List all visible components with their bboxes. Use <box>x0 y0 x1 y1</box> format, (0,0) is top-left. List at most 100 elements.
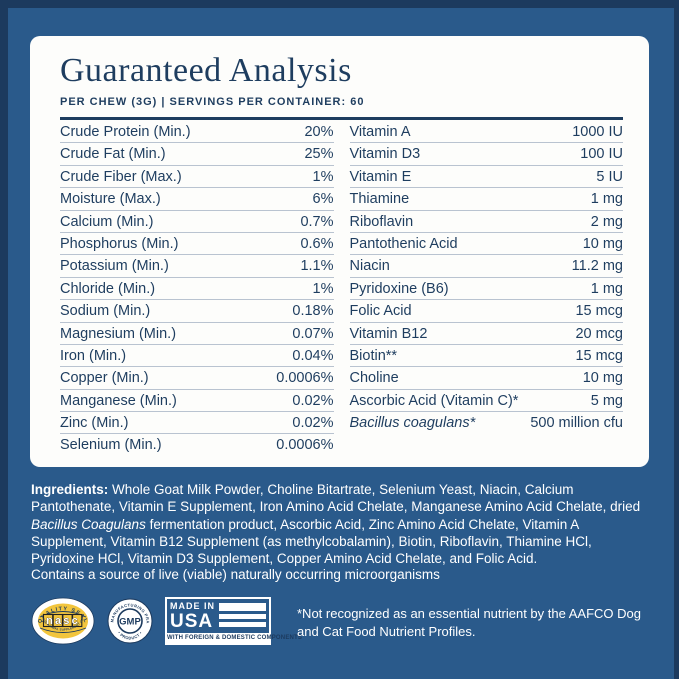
gmp-seal-icon: GOOD MANUFACTURING PRACTICE • PRODUCT • … <box>107 598 153 644</box>
nutrient-value: 15 mcg <box>575 347 623 364</box>
serving-info: PER CHEW (3G) | SERVINGS PER CONTAINER: … <box>60 96 365 108</box>
nutrient-value: 1 mg <box>590 191 623 208</box>
nutrient-label: Copper (Min.) <box>60 370 149 387</box>
nutrient-label: Choline <box>349 370 399 387</box>
nutrient-label: Pantothenic Acid <box>349 235 458 252</box>
nutrient-label: Calcium (Min.) <box>60 213 154 230</box>
table-row: Niacin 11.2 mg <box>349 255 623 278</box>
nutrient-value: 15 mcg <box>575 303 623 320</box>
nutrient-value: 25% <box>304 146 334 163</box>
nutrient-value: 0.02% <box>292 415 334 432</box>
table-row: Moisture (Max.) 6% <box>60 188 334 211</box>
nutrient-label: Potassium (Min.) <box>60 258 169 275</box>
nutrient-label: Folic Acid <box>349 303 412 320</box>
table-row: Selenium (Min.) 0.0006% <box>60 434 334 456</box>
guaranteed-analysis-card: Guaranteed Analysis PER CHEW (3G) | SERV… <box>30 36 649 467</box>
footer: QUALITY SEAL nasc NATIONAL ANIMAL SUPPLE… <box>31 597 651 657</box>
ingredients-text-1: Whole Goat Milk Powder, Choline Bitartra… <box>31 482 641 515</box>
made-in-usa-badge: MADE IN USA WITH FOREIGN & DOMESTIC COMP… <box>165 597 303 645</box>
nutrient-label: Niacin <box>349 258 390 275</box>
table-row: Zinc (Min.) 0.02% <box>60 412 334 435</box>
table-row: Potassium (Min.) 1.1% <box>60 255 334 278</box>
table-row: Copper (Min.) 0.0006% <box>60 367 334 390</box>
ingredients-heading: Ingredients: <box>31 482 113 497</box>
nutrient-value: 11.2 mg <box>571 258 623 275</box>
nutrient-label: Bacillus coagulans* <box>349 415 476 432</box>
nutrient-value: 1 mg <box>590 280 623 297</box>
nutrient-label: Vitamin D3 <box>349 146 421 163</box>
nutrient-label: Iron (Min.) <box>60 347 127 364</box>
ingredients-paragraph: Ingredients: Whole Goat Milk Powder, Cho… <box>31 481 653 567</box>
nutrient-value: 0.04% <box>292 347 334 364</box>
nutrient-value: 0.02% <box>292 392 334 409</box>
live-microorganisms-note: Contains a source of live (viable) natur… <box>31 567 440 582</box>
table-row: Crude Protein (Min.) 20% <box>60 121 334 144</box>
nutrient-value: 1.1% <box>300 258 334 275</box>
nutrient-value: 0.0006% <box>276 370 334 387</box>
table-row: Ascorbic Acid (Vitamin C)* 5 mg <box>349 390 623 413</box>
nutrient-label: Chloride (Min.) <box>60 280 156 297</box>
nutrient-label: Manganese (Min.) <box>60 392 177 409</box>
table-row: Folic Acid 15 mcg <box>349 300 623 323</box>
analysis-column-right: Vitamin A 1000 IU Vitamin D3 100 IU Vitamin … <box>349 121 624 457</box>
nutrient-label: Moisture (Max.) <box>60 191 161 208</box>
nutrient-value: 10 mg <box>582 370 623 387</box>
certification-badges: QUALITY SEAL nasc NATIONAL ANIMAL SUPPLE… <box>31 597 303 645</box>
nutrient-label: Pyridoxine (B6) <box>349 280 449 297</box>
nutrient-label: Sodium (Min.) <box>60 303 151 320</box>
nutrient-value: 2 mg <box>590 213 623 230</box>
table-row: Crude Fat (Min.) 25% <box>60 143 334 166</box>
usa-badge-line2: USA <box>170 611 214 632</box>
table-row: Biotin** 15 mcg <box>349 345 623 368</box>
nutrient-value: 1% <box>312 280 334 297</box>
table-row: Vitamin E 5 IU <box>349 166 623 189</box>
nutrient-label: Thiamine <box>349 191 410 208</box>
usa-badge-line1: MADE IN <box>170 601 215 611</box>
table-row: Iron (Min.) 0.04% <box>60 345 334 368</box>
ingredients-italic-species: Bacillus Coagulans <box>31 516 146 532</box>
table-row: Chloride (Min.) 1% <box>60 278 334 301</box>
nutrient-value: 500 million cfu <box>530 415 623 432</box>
table-row: Bacillus coagulans* 500 million cfu <box>350 412 624 434</box>
nutrient-value: 10 mg <box>582 235 623 252</box>
header-divider <box>60 117 623 120</box>
nutrient-label: Magnesium (Min.) <box>60 325 177 342</box>
table-row: Choline 10 mg <box>349 367 623 390</box>
gmp-wordmark: GMP <box>119 617 141 628</box>
usa-badge-caption: WITH FOREIGN & DOMESTIC COMPONENTS <box>167 633 303 643</box>
table-row: Riboflavin 2 mg <box>349 211 623 233</box>
nutrient-value: 0.6% <box>300 235 334 252</box>
table-row: Calcium (Min.) 0.7% <box>60 211 334 233</box>
nutrient-value: 0.18% <box>292 303 334 320</box>
table-row: Magnesium (Min.) 0.07% <box>60 323 334 345</box>
table-row: Sodium (Min.) 0.18% <box>60 300 334 323</box>
analysis-table: Crude Protein (Min.) 20% Crude Fat (Min.) 2… <box>60 121 623 457</box>
ingredients-text-2: fermentation product, Ascorbic Acid, Zin… <box>31 516 592 567</box>
nutrient-label: Crude Protein (Min.) <box>60 124 191 140</box>
nutrient-value: 20% <box>304 124 334 140</box>
nasc-wordmark: nasc <box>46 615 80 627</box>
page-title: Guaranteed Analysis <box>60 52 352 89</box>
nutrient-label: Vitamin A <box>349 124 411 140</box>
nutrient-value: 1% <box>312 168 334 185</box>
analysis-column-left: Crude Protein (Min.) 20% Crude Fat (Min.) 2… <box>60 121 334 457</box>
table-row: Pantothenic Acid 10 mg <box>349 233 623 256</box>
table-row: Vitamin A 1000 IU <box>349 121 623 144</box>
nutrient-label: Vitamin B12 <box>349 325 428 342</box>
nutrient-value: 0.7% <box>300 213 334 230</box>
nutrient-label: Zinc (Min.) <box>60 415 129 432</box>
nutrient-label: Vitamin E <box>349 168 412 185</box>
table-row: Thiamine 1 mg <box>349 188 623 211</box>
nutrient-label: Crude Fat (Min.) <box>60 146 166 163</box>
nutrient-label: Selenium (Min.) <box>60 437 162 454</box>
table-row: Manganese (Min.) 0.02% <box>60 390 334 413</box>
nutrient-value: 6% <box>312 191 334 208</box>
nutrient-value: 20 mcg <box>575 325 623 342</box>
aafco-disclaimer: *Not recognized as an essential nutrient… <box>297 606 641 639</box>
nutrient-value: 100 IU <box>580 146 623 163</box>
nutrient-value: 5 mg <box>590 392 623 409</box>
table-row: Crude Fiber (Max.) 1% <box>60 166 334 189</box>
nutrient-label: Crude Fiber (Max.) <box>60 168 182 185</box>
nutrient-label: Ascorbic Acid (Vitamin C)* <box>349 392 519 409</box>
nutrient-value: 1000 IU <box>572 124 623 140</box>
